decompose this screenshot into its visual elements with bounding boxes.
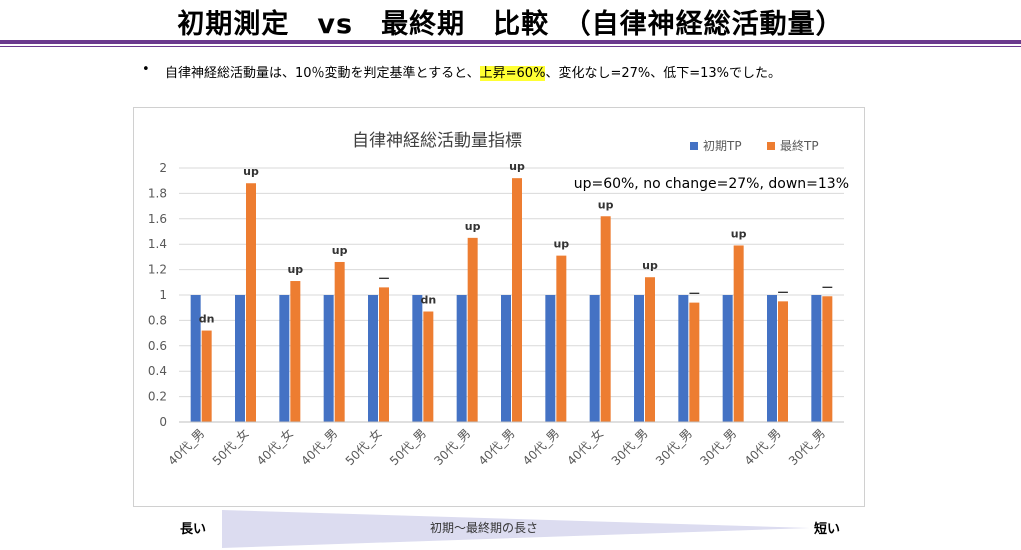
x-tick-label: 50代_女 (342, 426, 385, 469)
bar-initial (456, 295, 467, 422)
x-tick-label: 50代_男 (387, 426, 429, 468)
bar-initial (811, 295, 822, 422)
legend-label-final: 最終TP (780, 138, 819, 153)
chart-bars: dn up up up — dn up up up up up — up — — (190, 160, 833, 422)
bar-data-label: up (465, 220, 481, 233)
chart-title: 自律神経総活動量指標 (352, 131, 522, 151)
x-tick-label: 50代_女 (209, 426, 252, 469)
bar-data-label: up (598, 198, 614, 211)
x-tick-label: 40代_女 (564, 426, 607, 469)
bar-initial (323, 295, 334, 422)
bar-data-label: dn (199, 313, 215, 326)
bar-data-label: up (642, 259, 658, 272)
bar-initial (368, 295, 378, 422)
bar-data-label: up (731, 227, 747, 240)
x-tick-label: 40代_男 (742, 426, 784, 468)
y-tick-label: 0 (159, 415, 167, 429)
x-tick-label: 40代_女 (253, 426, 296, 469)
y-tick-label: 0.4 (148, 364, 167, 378)
x-tick-label: 30代_男 (431, 426, 473, 468)
duration-wedge (222, 510, 810, 548)
y-tick-label: 0.2 (148, 390, 167, 404)
bar-chart: 自律神経総活動量指標 up=60%, no change=27%, down=1… (148, 131, 849, 469)
bar-initial (235, 295, 245, 422)
bullet-mark: • (142, 62, 150, 77)
x-tick-label: 30代_男 (786, 426, 828, 468)
bar-data-label: dn (420, 294, 436, 307)
duration-long-label: 長い (180, 522, 207, 537)
bar-data-label: — (689, 287, 700, 300)
legend-label-initial: 初期TP (703, 139, 742, 153)
bar-initial (634, 295, 644, 422)
bar-initial (545, 295, 556, 422)
bar-initial (279, 295, 290, 422)
x-tick-label: 40代_男 (165, 426, 207, 468)
y-tick-label: 1 (159, 288, 167, 302)
x-axis: 40代_男 50代_女 40代_女 40代_男 50代_女 50代_男 30代_男 40代_男… (165, 421, 844, 469)
bar-initial (589, 295, 600, 422)
bar-final (733, 245, 744, 422)
bar-final (467, 237, 478, 422)
x-tick-label: 40代_男 (476, 426, 518, 468)
summary-text-pre: 自律神経総活動量は、10％変動を判定基準とすると、 (165, 66, 480, 81)
y-tick-label: 2 (159, 161, 167, 175)
bar-data-label: up (509, 160, 525, 173)
y-tick-label: 1.4 (148, 237, 167, 251)
bar-final (379, 287, 389, 422)
chart-legend: 初期TP 最終TP (690, 138, 819, 153)
bar-initial (722, 295, 733, 422)
chart-frame: 自律神経総活動量指標 up=60%, no change=27%, down=1… (133, 107, 865, 507)
bar-final (822, 296, 833, 422)
summary-bullet: 自律神経総活動量は、10％変動を判定基準とすると、上昇=60%、変化なし=27%… (165, 62, 781, 81)
title-underline (0, 40, 1021, 44)
bar-initial (767, 295, 777, 422)
legend-swatch-final (767, 142, 775, 150)
bar-final (600, 216, 611, 422)
bar-final (556, 255, 567, 422)
bar-initial (501, 295, 511, 422)
duration-axis-label: 初期～最終期の長さ (430, 521, 539, 535)
bar-final (423, 311, 434, 422)
bar-final (334, 261, 345, 422)
y-tick-label: 0.6 (148, 339, 167, 353)
x-tick-label: 30代_男 (609, 426, 651, 468)
summary-text-post: 、変化なし=27%、低下=13%でした。 (545, 66, 782, 81)
bar-final (201, 330, 212, 422)
slide-title: 初期測定 vs 最終期 比較 （自律神経総活動量） (177, 9, 844, 40)
bar-final (645, 277, 655, 422)
bar-data-label: — (778, 285, 789, 298)
bar-initial (678, 295, 689, 422)
bar-final (246, 183, 256, 422)
bar-data-label: — (379, 271, 390, 284)
summary-highlight: 上昇=60% (479, 66, 546, 81)
bar-data-label: — (822, 280, 833, 293)
bar-final (689, 302, 700, 422)
bar-data-label: up (332, 244, 348, 257)
bar-final (290, 281, 301, 422)
chart-gridlines (179, 167, 844, 423)
y-tick-label: 1.8 (148, 186, 167, 200)
y-tick-label: 1.2 (148, 263, 167, 277)
bar-data-label: up (243, 165, 259, 178)
y-tick-label: 0.8 (148, 313, 167, 327)
bar-data-label: up (553, 238, 569, 251)
chart-annotation: up=60%, no change=27%, down=13% (574, 176, 849, 192)
y-axis: 0 0.2 0.4 0.6 0.8 1 1.2 1.4 1.6 1.8 2 (148, 161, 167, 429)
x-tick-label: 30代_男 (697, 426, 739, 468)
duration-arrow (222, 510, 810, 548)
bar-initial (190, 295, 201, 422)
x-tick-label: 40代_男 (520, 426, 562, 468)
bar-initial (412, 295, 423, 422)
x-tick-label: 30代_男 (653, 426, 695, 468)
x-tick-label: 40代_男 (298, 426, 340, 468)
bar-data-label: up (287, 263, 303, 276)
title-underline-thin (0, 46, 1021, 47)
duration-short-label: 短い (814, 522, 841, 537)
bar-final (778, 301, 788, 422)
y-tick-label: 1.6 (148, 212, 167, 226)
legend-swatch-initial (690, 142, 698, 150)
bar-final (512, 178, 522, 422)
